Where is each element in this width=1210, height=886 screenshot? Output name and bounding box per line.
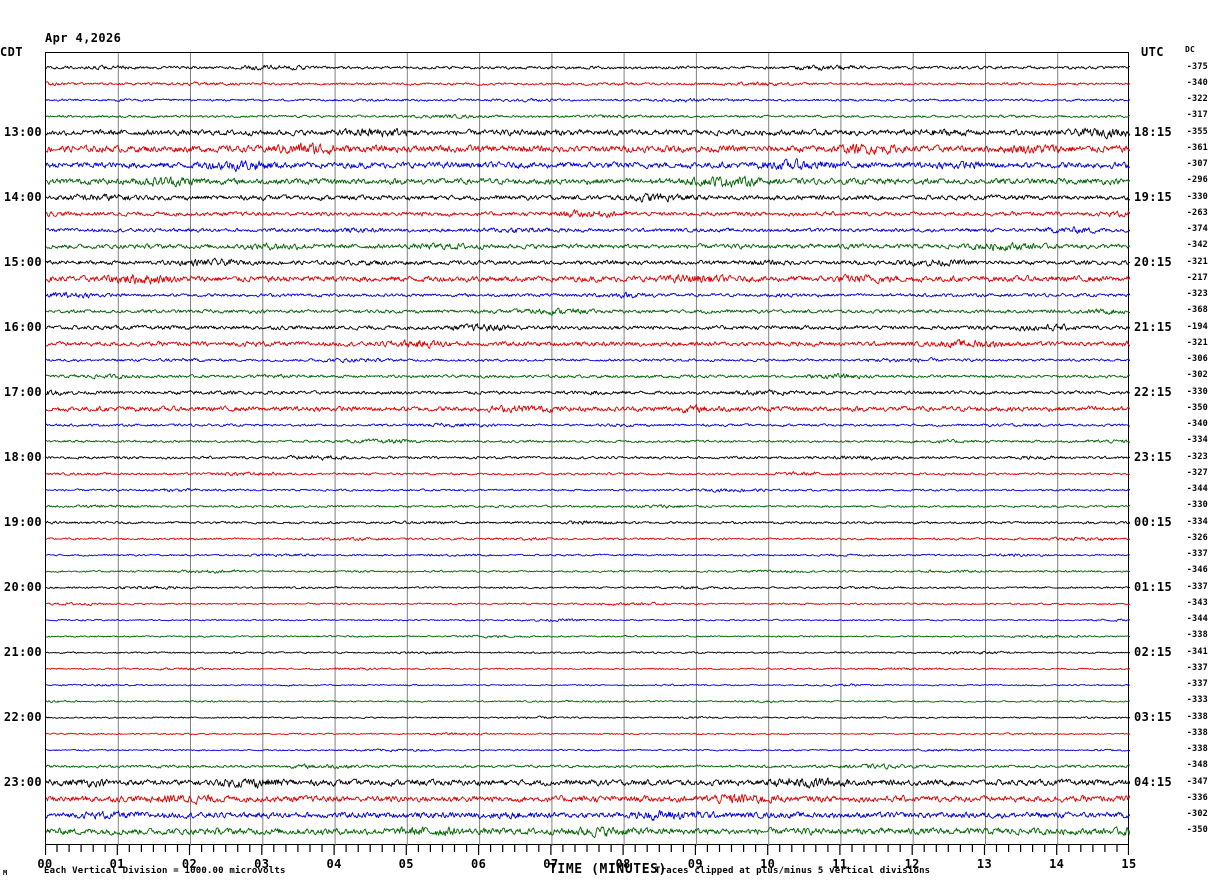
footer-scale-note: Each Vertical Division = 1000.00 microvo… (44, 866, 286, 876)
dc-value-label: -347 (1186, 776, 1208, 787)
utc-axis-caption: UTC (1141, 45, 1164, 59)
cdt-axis-caption: CDT (0, 45, 23, 59)
x-tick-label: 00 (37, 857, 53, 871)
dc-value-label: -340 (1186, 77, 1208, 88)
x-tick-label: 13 (976, 857, 993, 871)
dc-value-label: -375 (1186, 61, 1208, 72)
dc-value-label: -330 (1186, 500, 1208, 511)
x-tick-label: 01 (109, 857, 125, 871)
cdt-time-label: 16:00 (3, 319, 42, 334)
x-tick-label: 09 (687, 857, 704, 871)
x-tick-label: 11 (832, 857, 848, 871)
dc-value-label: -337 (1186, 662, 1208, 673)
dc-value-label: -317 (1186, 110, 1208, 121)
header-date: Apr 4,2026 (45, 31, 122, 45)
cdt-time-label: 14:00 (3, 189, 42, 204)
x-tick-label: 06 (470, 857, 487, 871)
x-tick-label: 07 (543, 857, 559, 871)
cdt-time-label: 23:00 (3, 774, 42, 789)
dc-value-label: -327 (1186, 467, 1208, 478)
dc-value-label: -334 (1186, 516, 1208, 527)
dc-value-label: -374 (1186, 224, 1208, 235)
dc-value-label: -340 (1186, 419, 1208, 430)
dc-value-label: -338 (1186, 711, 1208, 722)
seismogram-plot (45, 52, 1130, 846)
dc-value-label: -323 (1186, 289, 1208, 300)
x-tick-label: 04 (326, 857, 342, 871)
cdt-time-label: 22:00 (3, 709, 42, 724)
dc-column-caption: DC (1185, 45, 1196, 54)
dc-value-label: -344 (1186, 484, 1208, 495)
dc-value-label: -333 (1186, 695, 1208, 706)
x-tick-label: 10 (760, 857, 776, 871)
cdt-time-label: 18:00 (3, 449, 42, 464)
dc-value-label: -322 (1186, 94, 1208, 105)
dc-value-label: -326 (1186, 532, 1208, 543)
cdt-time-label: 20:00 (3, 579, 42, 594)
dc-value-label: -337 (1186, 581, 1208, 592)
dc-value-label: -334 (1186, 435, 1208, 446)
utc-time-label: 02:15 (1134, 644, 1173, 659)
dc-value-label: -344 (1186, 614, 1208, 625)
utc-time-label: 18:15 (1134, 124, 1173, 139)
x-tick-label: 08 (615, 857, 631, 871)
utc-time-label: 00:15 (1134, 514, 1173, 529)
dc-value-label: -330 (1186, 191, 1208, 202)
dc-value-label: -368 (1186, 305, 1208, 316)
cdt-time-label: 13:00 (3, 124, 42, 139)
x-axis-ticks (45, 845, 1129, 855)
cdt-time-label: 17:00 (3, 384, 42, 399)
x-tick-label: 15 (1121, 857, 1137, 871)
utc-time-label: 01:15 (1134, 579, 1173, 594)
dc-value-label: -321 (1186, 256, 1208, 267)
dc-value-label: -341 (1186, 646, 1208, 657)
cdt-time-label: 15:00 (3, 254, 42, 269)
dc-value-label: -330 (1186, 386, 1208, 397)
dc-value-label: -361 (1186, 142, 1208, 153)
cdt-time-label: 21:00 (3, 644, 42, 659)
dc-value-label: -337 (1186, 679, 1208, 690)
dc-value-label: -321 (1186, 337, 1208, 348)
dc-value-label: -307 (1186, 159, 1208, 170)
dc-value-label: -355 (1186, 126, 1208, 137)
dc-value-label: -342 (1186, 240, 1208, 251)
footer-tick-mark: M (3, 869, 8, 877)
dc-value-label: -350 (1186, 402, 1208, 413)
seismogram-traces-svg (46, 53, 1130, 846)
dc-value-label: -323 (1186, 451, 1208, 462)
dc-value-label: -338 (1186, 727, 1208, 738)
dc-value-label: -296 (1186, 175, 1208, 186)
dc-value-label: -338 (1186, 630, 1208, 641)
dc-value-label: -338 (1186, 744, 1208, 755)
utc-time-label: 03:15 (1134, 709, 1173, 724)
utc-time-label: 20:15 (1134, 254, 1173, 269)
dc-value-label: -343 (1186, 597, 1208, 608)
dc-value-label: -337 (1186, 549, 1208, 560)
utc-time-label: 04:15 (1134, 774, 1173, 789)
dc-value-label: -263 (1186, 207, 1208, 218)
footer-x-title: TIME (MINUTES) (549, 862, 667, 877)
dc-value-label: -217 (1186, 272, 1208, 283)
dc-value-label: -350 (1186, 825, 1208, 836)
dc-value-label: -302 (1186, 370, 1208, 381)
dc-value-label: -336 (1186, 792, 1208, 803)
utc-time-label: 21:15 (1134, 319, 1173, 334)
x-tick-label: 02 (181, 857, 198, 871)
x-tick-label: 14 (1049, 857, 1065, 871)
cdt-time-label: 19:00 (3, 514, 42, 529)
dc-value-label: -348 (1186, 760, 1208, 771)
x-tick-label: 12 (904, 857, 920, 871)
dc-value-label: -306 (1186, 354, 1208, 365)
footer-clip-note: Traces clipped at plus/minus 5 vertical … (655, 866, 931, 876)
dc-value-label: -302 (1186, 809, 1208, 820)
utc-time-label: 19:15 (1134, 189, 1173, 204)
x-tick-label: 05 (398, 857, 414, 871)
x-tick-label: 03 (254, 857, 270, 871)
utc-time-label: 22:15 (1134, 384, 1173, 399)
utc-time-label: 23:15 (1134, 449, 1173, 464)
dc-value-label: -194 (1186, 321, 1208, 332)
dc-value-label: -346 (1186, 565, 1208, 576)
